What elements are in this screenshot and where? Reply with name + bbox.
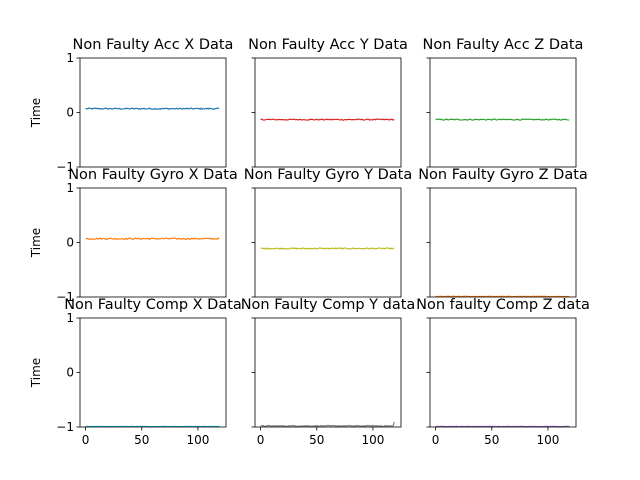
x-tick-label: 0 — [432, 433, 440, 447]
x-tick-label: 100 — [361, 433, 384, 447]
y-tick-label: −1 — [56, 420, 74, 434]
y-tick-label: 0 — [66, 236, 74, 250]
x-tick-label: 0 — [257, 433, 265, 447]
subplot-title: Non Faulty Comp X Data — [64, 297, 242, 313]
y-tick-label: −1 — [56, 290, 74, 304]
y-tick-label: 0 — [66, 366, 74, 380]
y-tick-label: 1 — [66, 311, 74, 325]
subplot-title: Non Faulty Gyro X Data — [68, 167, 238, 183]
series-line — [260, 421, 395, 427]
x-tick-label: 50 — [134, 433, 149, 447]
x-tick-label: 50 — [484, 433, 499, 447]
axes-frame — [429, 317, 577, 428]
axes-frame — [79, 57, 227, 168]
x-tick-label: 100 — [186, 433, 209, 447]
subplot-title: Non Faulty Acc Y Data — [248, 37, 408, 53]
subplot-2: Non Faulty Acc Y Data — [248, 37, 408, 168]
subplot-title: Non Faulty Gyro Y Data — [244, 167, 413, 183]
subplot-1: −1 0 1 Time Non Faulty Acc X Data — [29, 37, 233, 174]
axes-frame — [79, 317, 227, 428]
subplot-3: Non Faulty Acc Z Data — [423, 37, 584, 168]
x-tick-label: 50 — [309, 433, 324, 447]
y-axis-label: Time — [29, 98, 43, 128]
subplot-title: Non faulty Comp Z data — [416, 297, 590, 313]
axes-frame — [254, 57, 402, 168]
series-line — [435, 118, 570, 121]
subplot-title: Non Faulty Gyro Z Data — [418, 167, 588, 183]
axes-frame — [254, 187, 402, 298]
subplot-title: Non Faulty Acc Z Data — [423, 37, 584, 53]
series-line — [85, 107, 220, 111]
subplot-7: −1 0 1 0 50 100 Time Non Faulty Comp X Data — [29, 297, 242, 447]
series-line — [260, 118, 395, 121]
axes-frame — [429, 187, 577, 298]
axes-frame — [254, 317, 402, 428]
subplot-9: 0 50 100 Non faulty Comp Z data — [416, 297, 590, 447]
x-tick-label: 100 — [536, 433, 559, 447]
axes-frame — [429, 57, 577, 168]
series-line — [260, 247, 395, 250]
subplot-4: −1 0 1 Time Non Faulty Gyro X Data — [29, 167, 238, 304]
subplot-title: Non Faulty Acc X Data — [73, 37, 234, 53]
y-axis-label: Time — [29, 358, 43, 388]
subplot-6: Non Faulty Gyro Z Data — [418, 167, 588, 298]
y-tick-label: 1 — [66, 51, 74, 65]
y-tick-label: 0 — [66, 106, 74, 120]
series-line — [85, 237, 220, 241]
axes-frame — [79, 187, 227, 298]
y-axis-label: Time — [29, 228, 43, 258]
x-tick-label: 0 — [82, 433, 90, 447]
subplot-title: Non Faulty Comp Y data — [241, 297, 416, 313]
y-tick-label: 1 — [66, 181, 74, 195]
y-tick-label: −1 — [56, 160, 74, 174]
subplot-8: 0 50 100 Non Faulty Comp Y data — [241, 297, 416, 447]
subplot-5: Non Faulty Gyro Y Data — [244, 167, 413, 298]
